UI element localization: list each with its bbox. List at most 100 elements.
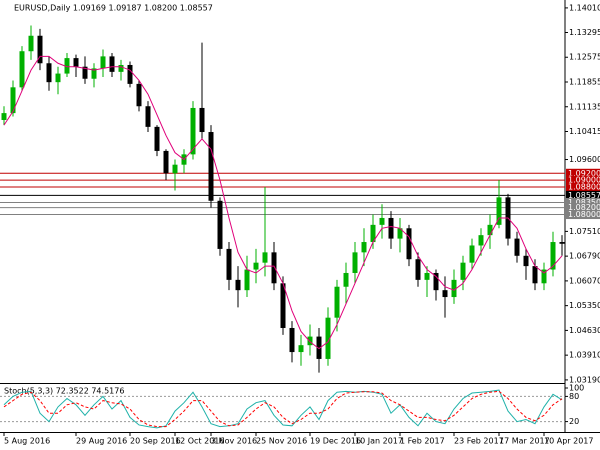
candle-body — [370, 224, 376, 243]
level-label-box — [566, 190, 600, 200]
candle-body — [73, 58, 79, 67]
candle-body — [1, 113, 7, 120]
candle-body — [415, 259, 421, 280]
candle-body — [145, 106, 151, 127]
candle-body — [352, 252, 358, 273]
y-tick-label: 20 — [569, 417, 579, 426]
candle-body — [478, 235, 484, 246]
y-tick-label: 1.04630 — [569, 326, 600, 335]
candle-body — [118, 64, 124, 72]
candle-body — [487, 224, 493, 236]
level-label-box — [566, 182, 600, 192]
x-tick-label: 23 Feb 2017 — [454, 437, 504, 446]
y-tick-label: 100 — [569, 384, 584, 393]
candle-body — [424, 272, 430, 280]
candle-body — [388, 217, 394, 239]
candle-body — [19, 51, 25, 88]
moving-average — [3, 55, 563, 350]
candle-body — [190, 107, 196, 155]
candle-body — [100, 56, 106, 69]
candle-body — [208, 132, 214, 201]
y-tick-label: 1.10415 — [569, 127, 600, 136]
candle-body — [289, 327, 295, 353]
level-label: 1.09200 — [568, 169, 600, 178]
level-label: 1.08800 — [568, 183, 600, 192]
candle-body — [262, 252, 268, 263]
candle-body — [532, 266, 538, 284]
candle-body — [64, 58, 70, 74]
candle-body — [46, 63, 52, 83]
level-label-box — [566, 203, 600, 213]
candle-body — [10, 87, 16, 114]
y-tick-label: 1.03910 — [569, 351, 600, 360]
candle-body — [235, 279, 241, 291]
x-tick-label: 17 Mar 2017 — [499, 437, 550, 446]
candle-body — [496, 197, 502, 225]
candle-body — [334, 286, 340, 318]
candle-body — [397, 228, 403, 239]
y-tick-label: 1.06070 — [569, 276, 600, 285]
y-tick-label: 1.03190 — [569, 375, 600, 384]
candle-body — [82, 66, 88, 79]
candle-body — [28, 35, 34, 52]
candle-body — [541, 269, 547, 284]
candle-body — [433, 272, 439, 291]
candle-body — [469, 245, 475, 263]
candle-body — [325, 317, 331, 359]
candle-body — [451, 279, 457, 298]
candle-body — [154, 126, 160, 151]
candle-body — [271, 252, 277, 284]
indicator-title: Stoch(5,3,3) 72.3522 74.5176 — [4, 387, 124, 396]
y-tick-label: 1.11135 — [569, 102, 600, 111]
y-tick-label: 1.11855 — [569, 77, 600, 86]
candle-body — [226, 248, 232, 280]
level-label-box — [566, 198, 600, 208]
x-tick-label: 12 Oct 2016 — [175, 437, 224, 446]
x-tick-label: 19 Dec 2016 — [310, 437, 361, 446]
y-tick-label: 1.07510 — [569, 227, 600, 236]
candle-body — [523, 255, 529, 267]
candle-body — [316, 336, 322, 359]
candle-body — [550, 242, 556, 270]
candle-body — [217, 200, 223, 249]
level-label-box — [566, 210, 600, 220]
y-tick-label: 1.09600 — [569, 155, 600, 164]
candle-body — [37, 35, 43, 64]
candle-body — [379, 217, 385, 225]
level-label: 1.08200 — [568, 203, 600, 212]
candle-body — [244, 269, 250, 291]
candle-body — [172, 164, 178, 174]
y-tick-label: 1.12575 — [569, 53, 600, 62]
level-label: 1.08350 — [568, 198, 600, 207]
candle-body — [280, 283, 286, 328]
candle-body — [136, 83, 142, 107]
x-tick-label: 10 Jan 2017 — [355, 437, 403, 446]
candle-body — [199, 107, 205, 133]
level-label-box — [566, 168, 600, 178]
candle-body — [559, 242, 565, 244]
candle-body — [298, 345, 304, 353]
x-tick-label: 1 Feb 2017 — [400, 437, 445, 446]
y-tick-label: 1.05350 — [569, 301, 600, 310]
x-tick-label: 10 Apr 2017 — [544, 437, 593, 446]
y-tick-label: 1.06790 — [569, 252, 600, 261]
x-tick-label: 5 Aug 2016 — [4, 437, 50, 446]
chart-title: EURUSD,Daily 1.09169 1.09187 1.08200 1.0… — [14, 4, 213, 13]
y-tick-label: 1.13295 — [569, 28, 600, 37]
stochastic-line — [3, 389, 563, 429]
y-tick-label: 1.14010 — [569, 3, 600, 12]
candle-body — [253, 262, 259, 270]
candle-body — [406, 228, 412, 260]
level-label: 1.08557 — [568, 191, 600, 200]
x-tick-label: 25 Nov 2016 — [256, 437, 307, 446]
level-label-box — [566, 175, 600, 185]
candle-body — [343, 272, 349, 287]
candle-body — [109, 56, 115, 72]
candle-body — [442, 290, 448, 298]
candle-body — [514, 238, 520, 256]
stochastic-line — [3, 390, 563, 428]
level-label: 1.09000 — [568, 176, 600, 185]
level-label: 1.08000 — [568, 210, 600, 219]
